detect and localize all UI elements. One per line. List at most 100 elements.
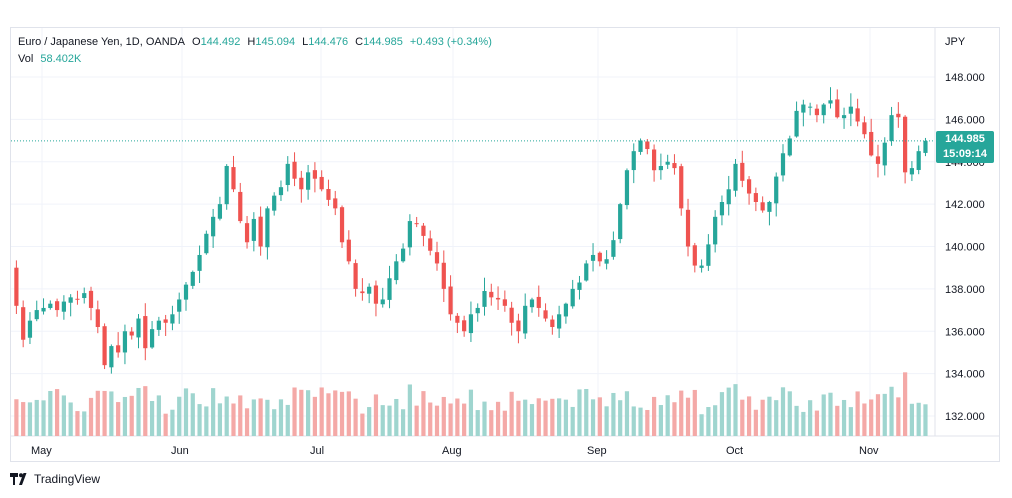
- candle-body: [224, 165, 229, 205]
- volume-bar: [414, 405, 419, 436]
- x-tick-label: May: [31, 445, 52, 457]
- volume-bar: [780, 387, 786, 436]
- candle-body: [590, 254, 596, 261]
- y-tick-label: 132.000: [945, 411, 985, 423]
- candle-body: [41, 307, 46, 312]
- volume-bar: [400, 409, 406, 436]
- volume-bar: [896, 397, 901, 436]
- volume-bar: [75, 411, 80, 436]
- volume-bar: [109, 391, 114, 436]
- volume-label: Vol: [18, 53, 34, 65]
- candle-body: [543, 310, 548, 319]
- volume-bar: [217, 403, 223, 436]
- volume-bar: [231, 403, 236, 436]
- volume-bar: [672, 402, 677, 436]
- volume-bar: [27, 402, 33, 436]
- tradingview-logo-icon: [10, 473, 27, 485]
- candle-body: [889, 115, 894, 142]
- candle-body: [21, 307, 26, 340]
- volume-bar: [875, 394, 881, 436]
- volume-bar: [645, 409, 650, 436]
- candle-body: [82, 293, 87, 299]
- volume-bar: [699, 414, 704, 436]
- x-tick-label: Sep: [587, 445, 607, 457]
- volume-bar: [665, 395, 670, 436]
- volume-bar: [299, 389, 304, 436]
- candle-body: [285, 163, 290, 186]
- candle-body: [916, 151, 921, 170]
- last-price-value: 144.985: [945, 133, 985, 145]
- candle-body: [794, 110, 799, 137]
- volume-bar: [143, 386, 148, 436]
- volume-bar: [455, 398, 460, 436]
- volume-bar: [190, 393, 195, 436]
- candle-body: [557, 314, 562, 329]
- candle-body: [455, 315, 460, 323]
- candle-body: [170, 314, 175, 324]
- volume-bar: [808, 400, 813, 436]
- candle-body: [672, 163, 677, 169]
- volume-bar: [333, 390, 338, 436]
- candle-body: [753, 193, 758, 203]
- low-label: L: [302, 36, 309, 48]
- volume-bar: [407, 384, 412, 436]
- volume-bar: [638, 407, 643, 436]
- symbol-title[interactable]: Euro / Japanese Yen, 1D, OANDA: [18, 36, 185, 48]
- volume-bar: [536, 398, 541, 436]
- candle-body: [495, 297, 501, 300]
- volume-bar: [835, 405, 840, 436]
- volume-bar: [719, 392, 725, 436]
- candle-body: [719, 202, 725, 216]
- volume-bar: [774, 400, 779, 436]
- candle-body: [624, 170, 630, 206]
- candle-body: [923, 140, 928, 153]
- volume-bar: [224, 396, 229, 436]
- volume-bar: [523, 399, 528, 436]
- volume-bar: [909, 403, 915, 436]
- volume-bar: [149, 401, 155, 436]
- volume-bar: [434, 405, 440, 436]
- candle-body: [346, 239, 351, 262]
- candle-body: [597, 252, 602, 262]
- candle-body: [787, 138, 792, 156]
- volume-bar: [550, 398, 555, 436]
- candle-body: [163, 319, 168, 323]
- y-tick-label: 146.000: [945, 114, 985, 126]
- volume-bar: [34, 399, 39, 436]
- volume-bar: [353, 398, 358, 436]
- volume-bar: [122, 396, 128, 436]
- candle-body: [685, 209, 691, 247]
- candle-body: [767, 202, 772, 212]
- tradingview-brand[interactable]: TradingView: [10, 472, 100, 486]
- candlestick-chart[interactable]: 132.000 134.000 136.000 138.000 140.000 142.0…: [11, 28, 999, 461]
- volume-bar: [841, 399, 847, 436]
- volume-bar: [679, 390, 684, 436]
- volume-bar: [380, 405, 385, 436]
- candle-body: [475, 307, 480, 314]
- candle-body: [726, 189, 731, 205]
- candle-body: [380, 299, 385, 305]
- volume-bar: [462, 403, 467, 436]
- candle-body: [367, 286, 372, 294]
- volume-bar: [651, 396, 657, 436]
- volume-bar: [448, 403, 453, 436]
- volume-bar: [278, 399, 284, 436]
- candle-body: [360, 291, 365, 294]
- candle-body: [421, 225, 426, 236]
- currency-label: JPY: [945, 36, 966, 48]
- volume-bar: [387, 405, 392, 436]
- volume-bar: [312, 396, 317, 436]
- candle-body: [489, 291, 494, 298]
- x-tick-label: Jun: [171, 445, 189, 457]
- volume-bar: [285, 404, 290, 436]
- volume-bar: [360, 413, 365, 436]
- bar-countdown: 15:09:14: [942, 148, 988, 160]
- candle-body: [869, 131, 874, 156]
- candle-body: [14, 267, 19, 306]
- candle-body: [509, 307, 514, 323]
- chart-frame: 132.000 134.000 136.000 138.000 140.000 142.0…: [10, 27, 1000, 462]
- volume-bar: [272, 409, 277, 436]
- candle-body: [550, 319, 555, 328]
- candle-body: [841, 115, 847, 119]
- candle-body: [373, 285, 379, 304]
